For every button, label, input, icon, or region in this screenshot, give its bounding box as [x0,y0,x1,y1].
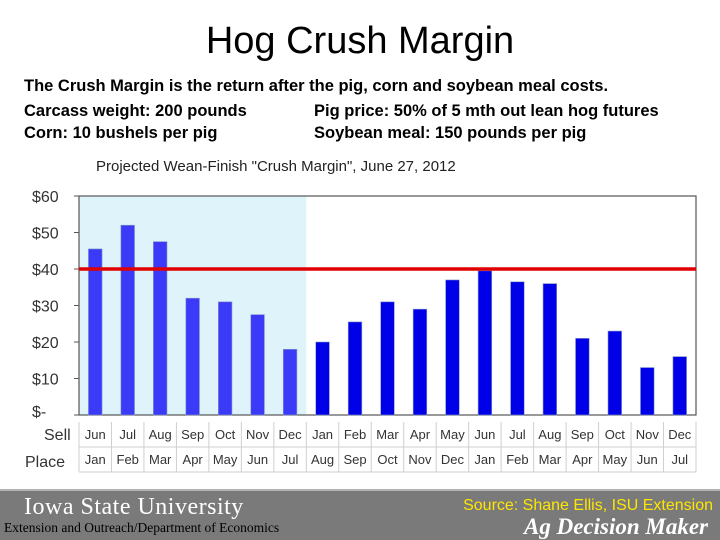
bar [120,224,135,416]
place-month-label: Apr [183,452,204,467]
sell-month-label: Oct [215,427,236,442]
y-tick-label: $60 [32,189,59,206]
bar [412,308,428,416]
sell-month-label: Aug [538,427,561,442]
place-row-label: Place [25,454,65,471]
place-month-label: Sep [343,452,366,467]
crush-margin-chart: Projected Wean-Finish "Crush Margin", Ju… [20,148,710,478]
pig-price-text: Pig price: 50% of 5 mth out lean hog fut… [314,102,659,120]
place-month-label: Apr [572,452,593,467]
sell-month-label: Jul [509,427,526,442]
sell-month-label: May [440,427,465,442]
sell-month-label: Jul [119,427,136,442]
place-month-label: Jan [474,452,495,467]
soybean-meal-text: Soybean meal: 150 pounds per pig [314,124,587,142]
bar [477,270,493,416]
sell-month-label: Dec [279,427,303,442]
place-month-label: Mar [539,452,562,467]
footer-bar [0,489,720,540]
department-text: Extension and Outreach/Department of Eco… [4,520,280,535]
source-text: Source: Shane Ellis, ISU Extension [463,497,713,514]
y-tick-label: $- [32,404,46,421]
sell-month-label: Oct [605,427,626,442]
sell-month-label: Sep [181,427,204,442]
bar [347,321,363,416]
bar [380,301,395,416]
place-month-label: Jun [247,452,268,467]
place-month-label: Aug [311,452,334,467]
y-tick-label: $50 [32,226,59,243]
bar [542,283,557,416]
place-month-label: Jul [282,452,299,467]
y-tick-label: $40 [32,262,59,279]
sell-month-label: Jan [312,427,333,442]
sell-month-label: Jun [474,427,495,442]
place-month-label: Jul [671,452,688,467]
place-month-label: Jan [85,452,106,467]
sell-month-label: Jun [85,427,106,442]
place-month-label: May [213,452,238,467]
sell-row-label: Sell [44,427,71,444]
bar [88,248,103,416]
y-tick-label: $10 [32,372,59,389]
place-month-label: May [603,452,628,467]
chart-title: Projected Wean-Finish "Crush Margin", Ju… [96,158,456,175]
sell-month-label: Nov [636,427,660,442]
bar [575,338,590,416]
bar [315,341,330,416]
place-month-label: Feb [117,452,139,467]
corn-text: Corn: 10 bushels per pig [24,124,218,142]
footer-divider [0,489,720,491]
bar [250,314,265,416]
bar [218,301,233,416]
place-month-label: Dec [441,452,465,467]
university-logo: Iowa State University [24,494,244,520]
sell-month-label: Feb [344,427,366,442]
place-month-label: Jun [637,452,658,467]
sell-month-label: Nov [246,427,270,442]
bar [445,279,460,416]
slide-title: Hog Crush Margin [205,20,515,62]
place-month-label: Mar [149,452,172,467]
place-month-label: Feb [506,452,528,467]
place-month-label: Oct [377,452,398,467]
carcass-weight-text: Carcass weight: 200 pounds [24,102,247,120]
bar [153,241,168,416]
brand-logo: Ag Decision Maker [524,514,708,539]
sell-month-label: Aug [149,427,172,442]
bar [672,356,687,416]
sell-month-label: Sep [571,427,594,442]
sell-month-label: Dec [668,427,692,442]
bar [185,297,200,416]
y-tick-label: $30 [32,299,59,316]
bar [640,367,655,416]
sell-month-label: Mar [376,427,399,442]
bar [607,330,622,416]
bar [282,348,298,416]
y-tick-label: $20 [32,335,59,352]
bar [510,281,525,416]
sell-month-label: Apr [410,427,431,442]
place-month-label: Nov [408,452,432,467]
description-text: The Crush Margin is the return after the… [24,77,609,95]
